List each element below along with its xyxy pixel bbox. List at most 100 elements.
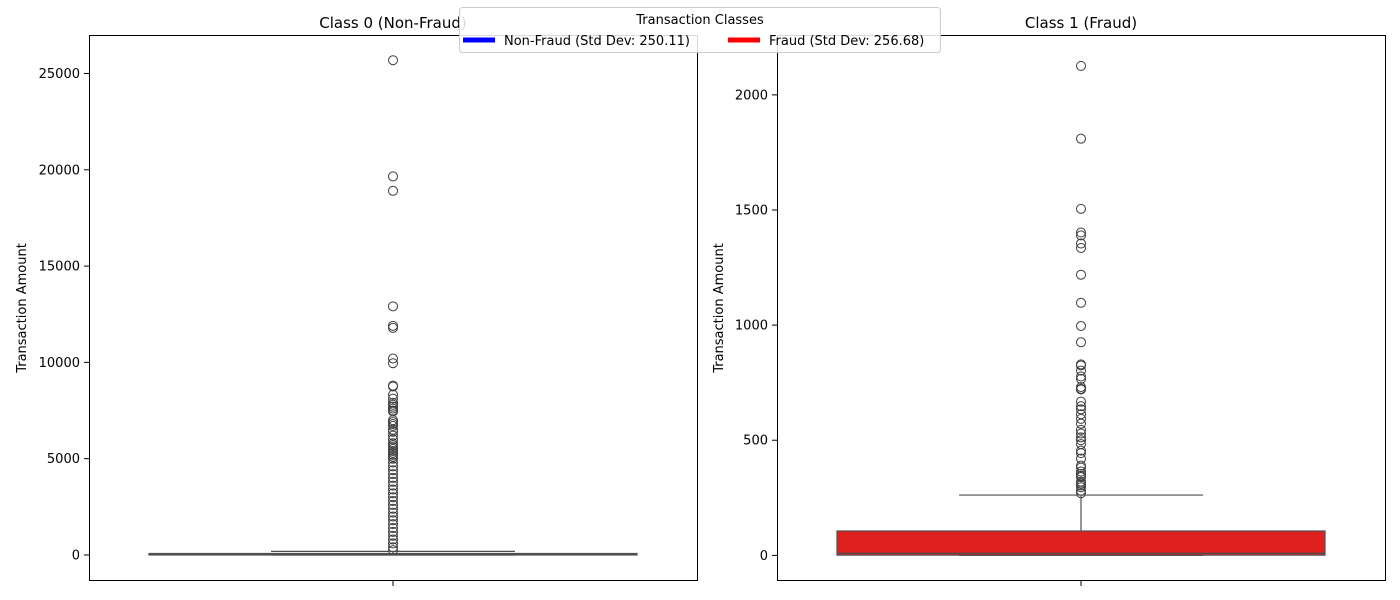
outlier-point xyxy=(388,515,398,526)
outlier-point xyxy=(1076,337,1086,348)
y-tick-label: 500 xyxy=(743,434,768,449)
legend: Transaction Classes Non-Fraud (Std Dev: … xyxy=(459,7,941,53)
outlier-point xyxy=(1076,242,1086,253)
legend-title: Transaction Classes xyxy=(635,13,764,28)
outlier-point xyxy=(388,322,398,333)
outlier-point xyxy=(388,503,398,514)
y-tick-label: 2000 xyxy=(735,88,768,103)
outlier-point xyxy=(388,420,398,431)
legend-label-fraud: Fraud (Std Dev: 256.68) xyxy=(769,34,924,49)
outlier-point xyxy=(388,380,398,391)
outlier-point xyxy=(1076,60,1086,71)
outlier-point xyxy=(388,381,398,392)
outlier-point xyxy=(388,480,398,491)
outlier-point xyxy=(388,453,398,464)
box-element xyxy=(148,550,638,556)
outlier-point xyxy=(1076,371,1086,382)
plot-frame xyxy=(777,35,1386,581)
outlier-point xyxy=(388,476,398,487)
outlier-point xyxy=(1076,360,1086,371)
y-tick-label: 1000 xyxy=(735,319,768,334)
outlier-points xyxy=(388,55,398,556)
y-axis-label: Transaction Amount xyxy=(712,243,727,374)
y-tick-label: 25000 xyxy=(39,67,80,82)
y-axis-label: Transaction Amount xyxy=(15,243,30,374)
outlier-point xyxy=(388,507,398,518)
outlier-point xyxy=(388,499,398,510)
outlier-point xyxy=(388,492,398,503)
outlier-point xyxy=(388,530,398,541)
legend-label-non-fraud: Non-Fraud (Std Dev: 250.11) xyxy=(504,34,690,49)
outlier-point xyxy=(1076,401,1086,412)
y-tick-label: 20000 xyxy=(39,163,80,178)
outlier-point xyxy=(388,430,398,441)
outlier-point xyxy=(388,301,398,312)
outlier-point xyxy=(1076,445,1086,456)
outlier-point xyxy=(1076,365,1086,376)
box-element xyxy=(836,494,1326,556)
outlier-point xyxy=(388,457,398,468)
outlier-point xyxy=(388,55,398,66)
outlier-point xyxy=(1076,373,1086,384)
y-tick-label: 1500 xyxy=(735,203,768,218)
outlier-point xyxy=(1076,448,1086,459)
outlier-point xyxy=(1076,203,1086,214)
outlier-point xyxy=(1076,424,1086,435)
outlier-point xyxy=(1076,482,1086,493)
outlier-point xyxy=(388,534,398,545)
outlier-point xyxy=(1076,320,1086,331)
outlier-point xyxy=(1076,472,1086,483)
panel-non-fraud: Class 0 (Non-Fraud) Transaction Amount 0… xyxy=(15,14,698,586)
outlier-point xyxy=(388,171,398,182)
outlier-point xyxy=(1076,269,1086,280)
outlier-point xyxy=(388,389,398,400)
outlier-point xyxy=(388,496,398,507)
outlier-point xyxy=(388,488,398,499)
outlier-point xyxy=(388,511,398,522)
y-tick-label: 10000 xyxy=(39,356,80,371)
outlier-point xyxy=(388,434,398,445)
outlier-point xyxy=(1076,133,1086,144)
outlier-point xyxy=(1076,432,1086,443)
legend-frame xyxy=(459,7,941,53)
outlier-point xyxy=(388,185,398,196)
outlier-point xyxy=(1076,404,1086,415)
outlier-point xyxy=(1076,466,1086,477)
outlier-point xyxy=(388,358,398,369)
outlier-point xyxy=(388,538,398,549)
outlier-point xyxy=(388,472,398,483)
outlier-point xyxy=(1076,297,1086,308)
plot-frame xyxy=(89,35,698,581)
outlier-point xyxy=(1076,238,1086,249)
y-ticks: 0 500 1000 1500 2000 xyxy=(735,88,777,564)
outlier-point xyxy=(1076,428,1086,439)
outlier-point xyxy=(1076,227,1086,238)
outlier-point xyxy=(388,519,398,530)
outlier-point xyxy=(1076,418,1086,429)
outlier-point xyxy=(388,469,398,480)
outlier-point xyxy=(1076,413,1086,424)
outlier-point xyxy=(388,353,398,364)
y-tick-label: 15000 xyxy=(39,260,80,275)
outlier-point xyxy=(1076,384,1086,395)
box-iqr xyxy=(836,530,1326,556)
y-tick-label: 0 xyxy=(760,549,768,564)
outlier-point xyxy=(388,465,398,476)
panel-title: Class 0 (Non-Fraud) xyxy=(319,14,467,32)
outlier-point xyxy=(1076,435,1086,446)
outlier-point xyxy=(388,320,398,331)
outlier-point xyxy=(388,526,398,537)
outlier-point xyxy=(388,484,398,495)
panel-title: Class 1 (Fraud) xyxy=(1025,14,1137,32)
outlier-point xyxy=(1076,230,1086,241)
outlier-point xyxy=(388,393,398,404)
outlier-points xyxy=(1076,60,1086,499)
outlier-point xyxy=(388,523,398,534)
y-ticks: 0 5000 10000 15000 20000 25000 xyxy=(39,67,89,563)
outlier-point xyxy=(388,426,398,437)
y-tick-label: 0 xyxy=(72,548,80,563)
y-tick-label: 5000 xyxy=(47,452,80,467)
outlier-point xyxy=(388,461,398,472)
outlier-point xyxy=(1076,396,1086,407)
